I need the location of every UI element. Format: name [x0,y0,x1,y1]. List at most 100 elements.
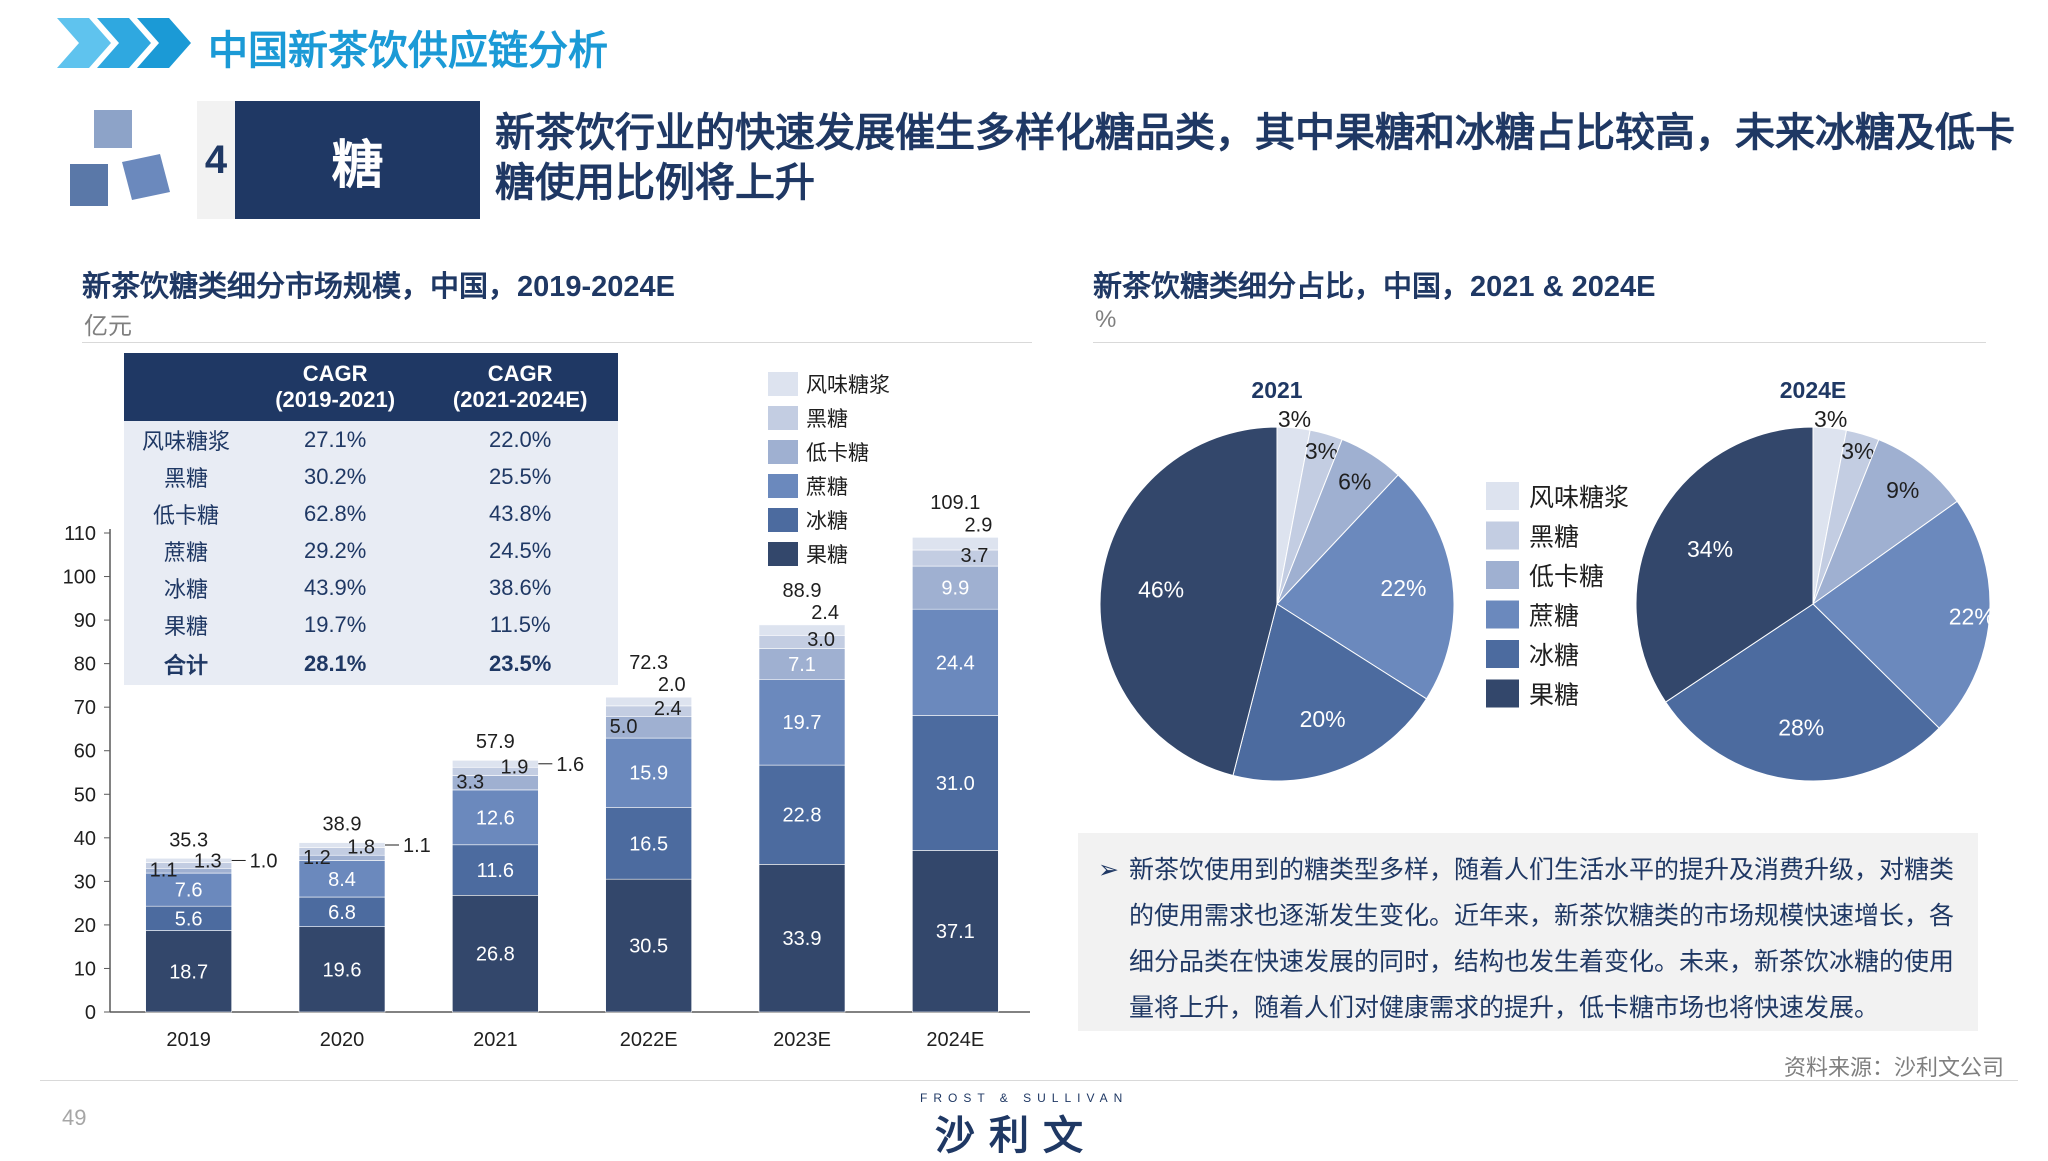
x-tick-label: 2024E [926,1029,984,1051]
y-tick-label: 50 [74,784,96,806]
cagr-cell: 11.5% [422,606,618,643]
footer-divider [40,1080,2018,1081]
bar-value-label: 33.9 [783,928,822,950]
bar-value-label: 5.6 [175,908,203,930]
cagr-header-2019-2021: CAGR (2019-2021) [248,353,423,421]
bar-segment-蔗糖 [145,872,232,907]
x-tick-label: 2019 [166,1029,211,1051]
bar-segment-冰糖 [912,715,999,851]
bar-value-label: 1.1 [150,860,178,882]
pie-legend-label: 低卡糖 [1529,563,1604,591]
pie-slice-果糖 [1635,426,1814,703]
cagr-cell: 风味糖浆 [124,421,248,458]
legend-label: 低卡糖 [806,442,869,465]
cagr-cell: 低卡糖 [124,495,248,532]
bar-value-label: 8.4 [328,869,356,891]
cagr-cell: 黑糖 [124,458,248,495]
bar-segment-冰糖 [605,807,692,880]
bar-value-label: 2.4 [811,602,839,624]
bar-segment-冰糖 [298,896,386,927]
x-tick-label: 2020 [320,1029,365,1051]
cagr-cell: 30.2% [248,458,423,495]
y-tick-label: 0 [85,1002,96,1024]
bar-segment-蔗糖 [452,789,539,846]
cagr-cell: 28.1% [248,643,423,685]
cagr-cell: 24.5% [422,532,618,569]
bar-segment-冰糖 [758,764,846,865]
bar-segment-风味糖浆 [912,537,999,551]
bar-value-label: 1.1 [403,835,431,857]
cagr-cell: 19.7% [248,606,423,643]
pie-value-label: 9% [1886,477,1919,503]
bar-total-label: 88.9 [783,580,822,602]
pie-legend-swatch-黑糖 [1486,521,1519,550]
pie-value-label: 6% [1338,468,1371,494]
bar-value-label: 22.8 [783,805,822,827]
cagr-header-row: CAGR (2019-2021) CAGR (2021-2024E) [124,353,618,421]
note-bullet-icon: ➢ [1098,856,1119,884]
bar-value-label: 2.4 [654,698,682,720]
pie-value-label: 3% [1841,438,1874,464]
x-tick-label: 2022E [620,1029,678,1051]
cagr-cell: 冰糖 [124,569,248,606]
bar-value-label: 2.0 [658,674,686,696]
legend-swatch-冰糖 [768,508,798,532]
bar-segment-风味糖浆 [758,624,846,636]
bar-value-label: 19.7 [783,712,822,734]
bar-value-label: 9.9 [941,578,969,600]
x-tick-label: 2021 [473,1029,518,1051]
logo-chinese: 沙利文 [935,1114,1097,1158]
bar-segment-低卡糖 [912,565,999,610]
bar-total-label: 72.3 [629,652,668,674]
pie-value-label: 20% [1300,706,1346,732]
table-row: 蔗糖 29.2% 24.5% [124,532,618,569]
bar-segment-蔗糖 [298,860,386,898]
table-row: 风味糖浆 27.1% 22.0% [124,421,618,458]
cagr-cell: 果糖 [124,606,248,643]
bar-value-label: 31.0 [936,773,975,795]
pie-legend-label: 冰糖 [1529,642,1579,670]
pie-value-label: 3% [1305,438,1338,464]
bar-value-label: 15.9 [629,763,668,785]
bar-value-label: 7.1 [788,654,816,676]
pie-slice-冰糖 [1232,603,1428,782]
cagr-cell: 29.2% [248,532,423,569]
cagr-cell: 43.9% [248,569,423,606]
pie-value-label: 22% [1949,604,1995,630]
headline: 新茶饮行业的快速发展催生多样化糖品类，其中果糖和冰糖占比较高，未来冰糖及低卡糖使… [495,111,2015,205]
left-chart-unit: 亿元 [84,313,132,340]
note-box [1078,833,1978,1031]
bar-segment-果糖 [452,894,539,1013]
cagr-cell: 43.8% [422,495,618,532]
table-row: 冰糖 43.9% 38.6% [124,569,618,606]
table-row: 低卡糖 62.8% 43.8% [124,495,618,532]
pie-slice-低卡糖 [1811,439,1958,606]
bar-value-label: 26.8 [476,944,515,966]
cube-logo-icon [70,110,170,206]
legend-swatch-果糖 [768,542,798,566]
pie-value-label: 28% [1778,714,1824,740]
right-chart-title: 新茶饮糖类细分占比，中国，2021 & 2024E [1093,271,1656,303]
pie-slice-果糖 [1099,426,1278,777]
y-tick-label: 10 [74,958,96,980]
bar-value-label: 19.6 [323,959,362,981]
bar-segment-果糖 [912,850,999,1013]
pie-value-label: 46% [1138,576,1184,602]
cagr-cell: 62.8% [248,495,423,532]
cagr-cell: 蔗糖 [124,532,248,569]
header-chevrons [57,18,191,68]
cagr-cell: 22.0% [422,421,618,458]
y-tick-label: 100 [63,567,96,589]
cagr-cell: 27.1% [248,421,423,458]
pie-value-label: 34% [1687,536,1733,562]
bar-value-label: 37.1 [936,921,975,943]
note-text: ➢ 新茶饮使用到的糖类型多样，随着人们生活水平的提升及消费升级，对糖类的使用需求… [1098,847,1968,1031]
pie-slice-蔗糖 [1812,500,1991,729]
note-body: 新茶饮使用到的糖类型多样，随着人们生活水平的提升及消费升级，对糖类的使用需求也逐… [1128,856,1954,1022]
bar-value-label: 1.8 [347,836,375,858]
source-note: 资料来源：沙利文公司 [1783,1055,2004,1080]
legend-label: 冰糖 [806,510,848,533]
bar-value-label: 12.6 [476,807,515,829]
y-tick-label: 60 [74,741,96,763]
left-chart-rule [82,342,1032,343]
